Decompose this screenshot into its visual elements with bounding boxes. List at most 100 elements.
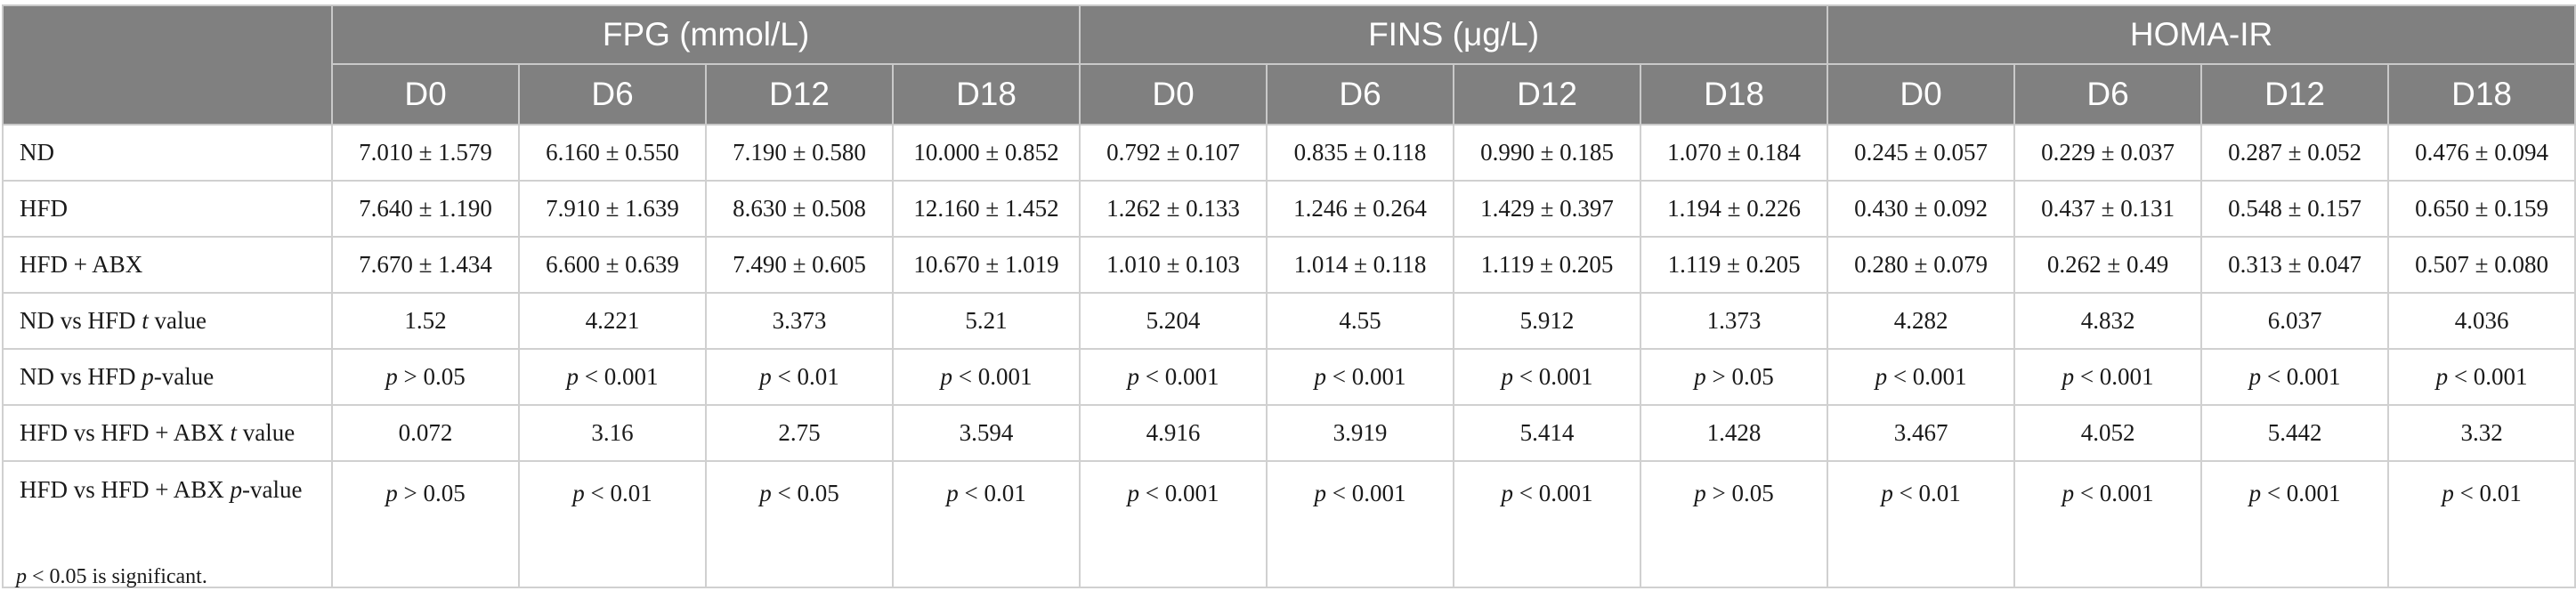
table-row: ND vs HFD t value 1.52 4.221 3.373 5.21 5.204…	[2, 292, 2576, 350]
p-comparison: > 0.05	[397, 480, 466, 506]
p-comparison: < 0.01	[1892, 480, 1961, 506]
table-cell: 0.792 ± 0.107	[1079, 124, 1268, 182]
p-symbol: p	[1127, 363, 1140, 390]
table-cell: p < 0.01	[1827, 460, 2016, 588]
p-symbol: p	[385, 480, 398, 506]
table-cell: 6.160 ± 0.550	[518, 124, 707, 182]
table-cell: 1.010 ± 0.103	[1079, 236, 1268, 294]
row-label-stat-symbol: t	[230, 419, 238, 446]
table-cell: 1.119 ± 0.205	[1453, 236, 1642, 294]
table-cell: 4.55	[1266, 292, 1455, 350]
table-cell: 5.414	[1453, 404, 1642, 462]
p-comparison: < 0.01	[584, 480, 652, 506]
table-cell: p < 0.001	[2200, 348, 2390, 406]
table-cell: 0.262 ± 0.49	[2013, 236, 2203, 294]
table-cell: p < 0.01	[705, 348, 894, 406]
table-cell: 8.630 ± 0.508	[705, 180, 894, 238]
p-comparison: < 0.001	[1326, 480, 1406, 506]
header-day: D0	[331, 63, 520, 125]
table-cell: p < 0.001	[2387, 348, 2576, 406]
p-symbol: p	[2062, 480, 2075, 506]
p-symbol: p	[1875, 363, 1888, 390]
p-symbol: p	[759, 480, 772, 506]
table-cell: p < 0.01	[891, 460, 1081, 588]
table-cell: 5.204	[1079, 292, 1268, 350]
table-cell: 0.476 ± 0.094	[2387, 124, 2576, 182]
header-group-row: FPG (mmol/L) FINS (μg/L) HOMA-IR	[2, 4, 2576, 125]
p-comparison: < 0.001	[579, 363, 659, 390]
table-cell: p < 0.001	[891, 348, 1081, 406]
row-label-prefix: HFD vs HFD + ABX	[20, 419, 231, 446]
header-day: D6	[1266, 63, 1455, 125]
p-symbol: p	[2248, 363, 2262, 390]
table-row: ND 7.010 ± 1.579 6.160 ± 0.550 7.190 ± 0.58…	[2, 124, 2576, 182]
header-day: D12	[705, 63, 894, 125]
footnote-text: < 0.05 is significant.	[27, 565, 207, 588]
header-day: D12	[2200, 63, 2390, 125]
header-corner-cell	[2, 4, 333, 125]
p-symbol: p	[2062, 363, 2075, 390]
table-cell: p > 0.05	[1640, 348, 1829, 406]
p-symbol: p	[1501, 480, 1514, 506]
p-comparison: < 0.001	[2448, 363, 2528, 390]
header-day: D6	[518, 63, 707, 125]
table-cell: p < 0.001	[1266, 348, 1455, 406]
table-row: ND vs HFD p-value p > 0.05 p < 0.001 p < 0.…	[2, 348, 2576, 406]
table-cell: 0.990 ± 0.185	[1453, 124, 1642, 182]
header-day: D18	[1640, 63, 1829, 125]
row-label-suffix: value	[237, 419, 296, 446]
table-cell: p < 0.001	[1453, 348, 1642, 406]
p-comparison: < 0.001	[1326, 363, 1406, 390]
table-cell: 1.52	[331, 292, 520, 350]
table-cell: p < 0.05	[705, 460, 894, 588]
p-comparison: < 0.05	[771, 480, 839, 506]
table-cell: 0.548 ± 0.157	[2200, 180, 2390, 238]
row-label: HFD	[2, 180, 333, 238]
table-cell: 0.072	[331, 404, 520, 462]
p-symbol: p	[1881, 480, 1893, 506]
p-comparison: < 0.001	[1139, 480, 1219, 506]
table-cell: p < 0.01	[518, 460, 707, 588]
table-cell: p < 0.001	[2013, 348, 2203, 406]
p-symbol: p	[566, 363, 579, 390]
table-row: HFD vs HFD + ABX p-value p > 0.05 p < 0.01…	[2, 460, 2576, 588]
row-label-suffix: -value	[153, 363, 215, 390]
table-cell: 0.437 ± 0.131	[2013, 180, 2203, 238]
p-comparison: < 0.01	[2453, 480, 2522, 506]
table-cell: 3.467	[1827, 404, 2016, 462]
p-symbol: p	[759, 363, 772, 390]
p-comparison: > 0.05	[397, 363, 466, 390]
table-cell: 3.373	[705, 292, 894, 350]
table-row: HFD vs HFD + ABX t value 0.072 3.16 2.75 3.5…	[2, 404, 2576, 462]
table-cell: p < 0.001	[1266, 460, 1455, 588]
table-cell: 4.282	[1827, 292, 2016, 350]
table-cell: 7.670 ± 1.434	[331, 236, 520, 294]
p-comparison: < 0.001	[2074, 480, 2154, 506]
p-symbol: p	[2435, 363, 2449, 390]
p-comparison: < 0.001	[2261, 480, 2341, 506]
table-cell: 4.221	[518, 292, 707, 350]
row-label: ND vs HFD t value	[2, 292, 333, 350]
header-group-homa-ir: HOMA-IR	[1827, 4, 2576, 65]
table-cell: 4.832	[2013, 292, 2203, 350]
results-table: FPG (mmol/L) FINS (μg/L) HOMA-IR D0 D6 D…	[2, 4, 2576, 588]
p-symbol: p	[1314, 480, 1327, 506]
header-day-row: D0 D6 D12 D18 D0 D6 D12 D18 D0 D6 D12 D1…	[3, 63, 2576, 125]
table-cell: 0.280 ± 0.079	[1827, 236, 2016, 294]
table-cell: 1.014 ± 0.118	[1266, 236, 1455, 294]
p-comparison: < 0.01	[958, 480, 1026, 506]
footnote: p < 0.05 is significant.	[16, 565, 207, 589]
table-cell: 7.010 ± 1.579	[331, 124, 520, 182]
p-comparison: > 0.05	[1705, 363, 1774, 390]
table-cell: 0.835 ± 0.118	[1266, 124, 1455, 182]
p-symbol: p	[385, 363, 398, 390]
p-comparison: < 0.001	[1887, 363, 1967, 390]
table-cell: 4.916	[1079, 404, 1268, 462]
table-cell: p < 0.001	[1453, 460, 1642, 588]
table-cell: 2.75	[705, 404, 894, 462]
p-comparison: < 0.001	[2074, 363, 2154, 390]
table-cell: 0.245 ± 0.057	[1827, 124, 2016, 182]
table-cell: p < 0.001	[1827, 348, 2016, 406]
p-symbol: p	[572, 480, 585, 506]
table-cell: 3.32	[2387, 404, 2576, 462]
